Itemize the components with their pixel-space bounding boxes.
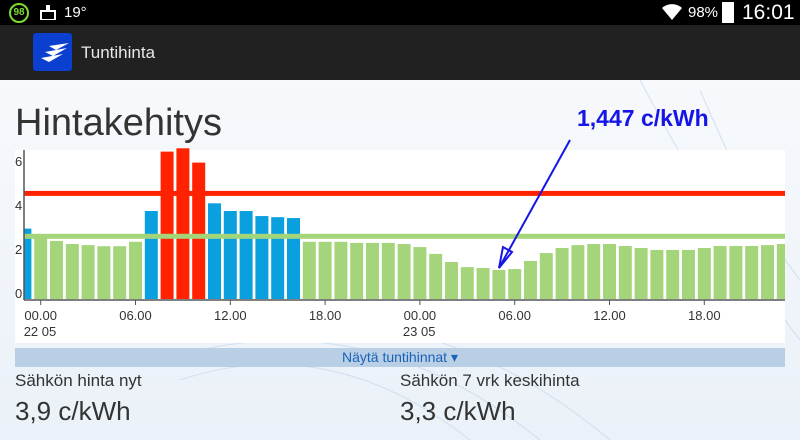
page-title: Hintakehitys — [15, 102, 222, 144]
bar — [603, 244, 616, 299]
bar — [618, 245, 632, 299]
bar — [476, 267, 490, 299]
bar — [287, 218, 300, 299]
battery-icon — [722, 2, 734, 23]
app-bar: Tuntihinta — [0, 25, 800, 80]
app-logo-icon[interactable] — [33, 33, 72, 71]
x-tick-label: 12.00 — [593, 308, 626, 323]
bar — [634, 247, 648, 299]
bar — [524, 260, 537, 299]
x-tick-label: 06.00 — [498, 308, 531, 323]
bar — [650, 249, 664, 299]
x-tick-label: 06.00 — [119, 308, 152, 323]
x-tick-label: 12.00 — [214, 308, 247, 323]
annotation-arrow — [498, 139, 571, 269]
bar — [666, 249, 680, 299]
bar — [97, 246, 111, 299]
bar — [713, 245, 727, 299]
bar — [144, 211, 158, 299]
y-tick-label: 6 — [15, 154, 22, 169]
date-label: 23 05 — [403, 324, 436, 339]
bar — [745, 245, 759, 299]
x-tick-label: 00.00 — [24, 308, 57, 323]
status-bar: 98 19° 98% 16:01 — [0, 0, 800, 25]
bar — [729, 245, 743, 299]
bar — [208, 203, 221, 299]
bar — [776, 244, 785, 299]
bar — [492, 269, 506, 299]
bar — [271, 217, 285, 299]
bar — [460, 267, 474, 299]
bar — [192, 162, 206, 299]
x-tick-label: 18.00 — [688, 308, 721, 323]
app-title: Tuntihinta — [81, 43, 156, 62]
temperature: 19° — [64, 4, 87, 21]
bar — [113, 246, 127, 299]
cleaner-icon — [40, 5, 56, 20]
bar — [334, 241, 348, 299]
x-tick-label: 00.00 — [404, 308, 437, 323]
wifi-icon — [662, 4, 682, 20]
bar — [539, 253, 553, 299]
date-label: 22 05 — [24, 324, 57, 339]
bar — [65, 244, 79, 299]
bar — [697, 247, 711, 299]
bar — [571, 245, 585, 299]
bar — [413, 247, 427, 299]
bar — [397, 244, 411, 299]
bar — [555, 247, 569, 299]
arrow-head-icon — [498, 245, 514, 269]
bar — [761, 245, 774, 299]
current-price-value: 3,9 c/kWh — [15, 396, 131, 426]
bar — [50, 240, 63, 299]
x-tick-label: 18.00 — [309, 308, 342, 323]
battery-percent: 98% — [688, 4, 719, 21]
clock: 16:01 — [742, 1, 795, 24]
avg-price-label: Sähkön 7 vrk keskihinta — [400, 371, 580, 390]
bar — [445, 262, 458, 299]
bar — [429, 253, 443, 299]
bar — [587, 244, 601, 299]
bar — [176, 148, 190, 299]
bar — [34, 237, 48, 299]
bar — [81, 245, 95, 299]
bar — [302, 241, 316, 299]
current-price-label: Sähkön hinta nyt — [15, 371, 142, 390]
high-threshold-line — [24, 190, 785, 196]
bar — [24, 228, 32, 299]
price-annotation: 1,447 c/kWh — [577, 105, 709, 131]
price-chart: 0 2 4 6 00.00 06.00 12.00 18.00 00.00 06.00 12.00 1… — [15, 139, 785, 339]
show-hourly-prices-button[interactable]: Näytä tuntihinnat ▾ — [15, 348, 785, 367]
y-tick-label: 0 — [15, 286, 22, 301]
bar — [160, 151, 174, 299]
average-line — [24, 233, 785, 239]
y-tick-label: 4 — [15, 198, 22, 213]
bar — [129, 241, 142, 299]
avg-price-value: 3,3 c/kWh — [400, 396, 516, 426]
bar — [381, 242, 395, 299]
bar — [682, 249, 695, 299]
bar — [239, 211, 253, 299]
bar — [366, 242, 379, 299]
notification-badge: 98 — [9, 3, 29, 23]
bar — [318, 241, 332, 299]
bar — [223, 211, 237, 299]
y-tick-label: 2 — [15, 242, 22, 257]
bar — [255, 216, 269, 299]
bar — [350, 242, 364, 299]
bar — [508, 269, 522, 299]
